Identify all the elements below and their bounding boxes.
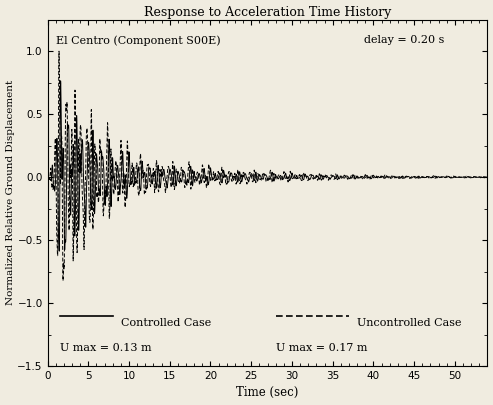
Text: U max = 0.13 m: U max = 0.13 m [60,343,151,353]
X-axis label: Time (sec): Time (sec) [236,386,299,399]
Text: El Centro (Component S00E): El Centro (Component S00E) [56,35,221,46]
Text: delay = 0.20 s: delay = 0.20 s [364,35,445,45]
Title: Response to Acceleration Time History: Response to Acceleration Time History [144,6,391,19]
Text: Uncontrolled Case: Uncontrolled Case [357,318,461,328]
Text: Controlled Case: Controlled Case [121,318,211,328]
Y-axis label: Normalized Relative Ground Displacement: Normalized Relative Ground Displacement [5,80,15,305]
Text: U max = 0.17 m: U max = 0.17 m [276,343,367,353]
